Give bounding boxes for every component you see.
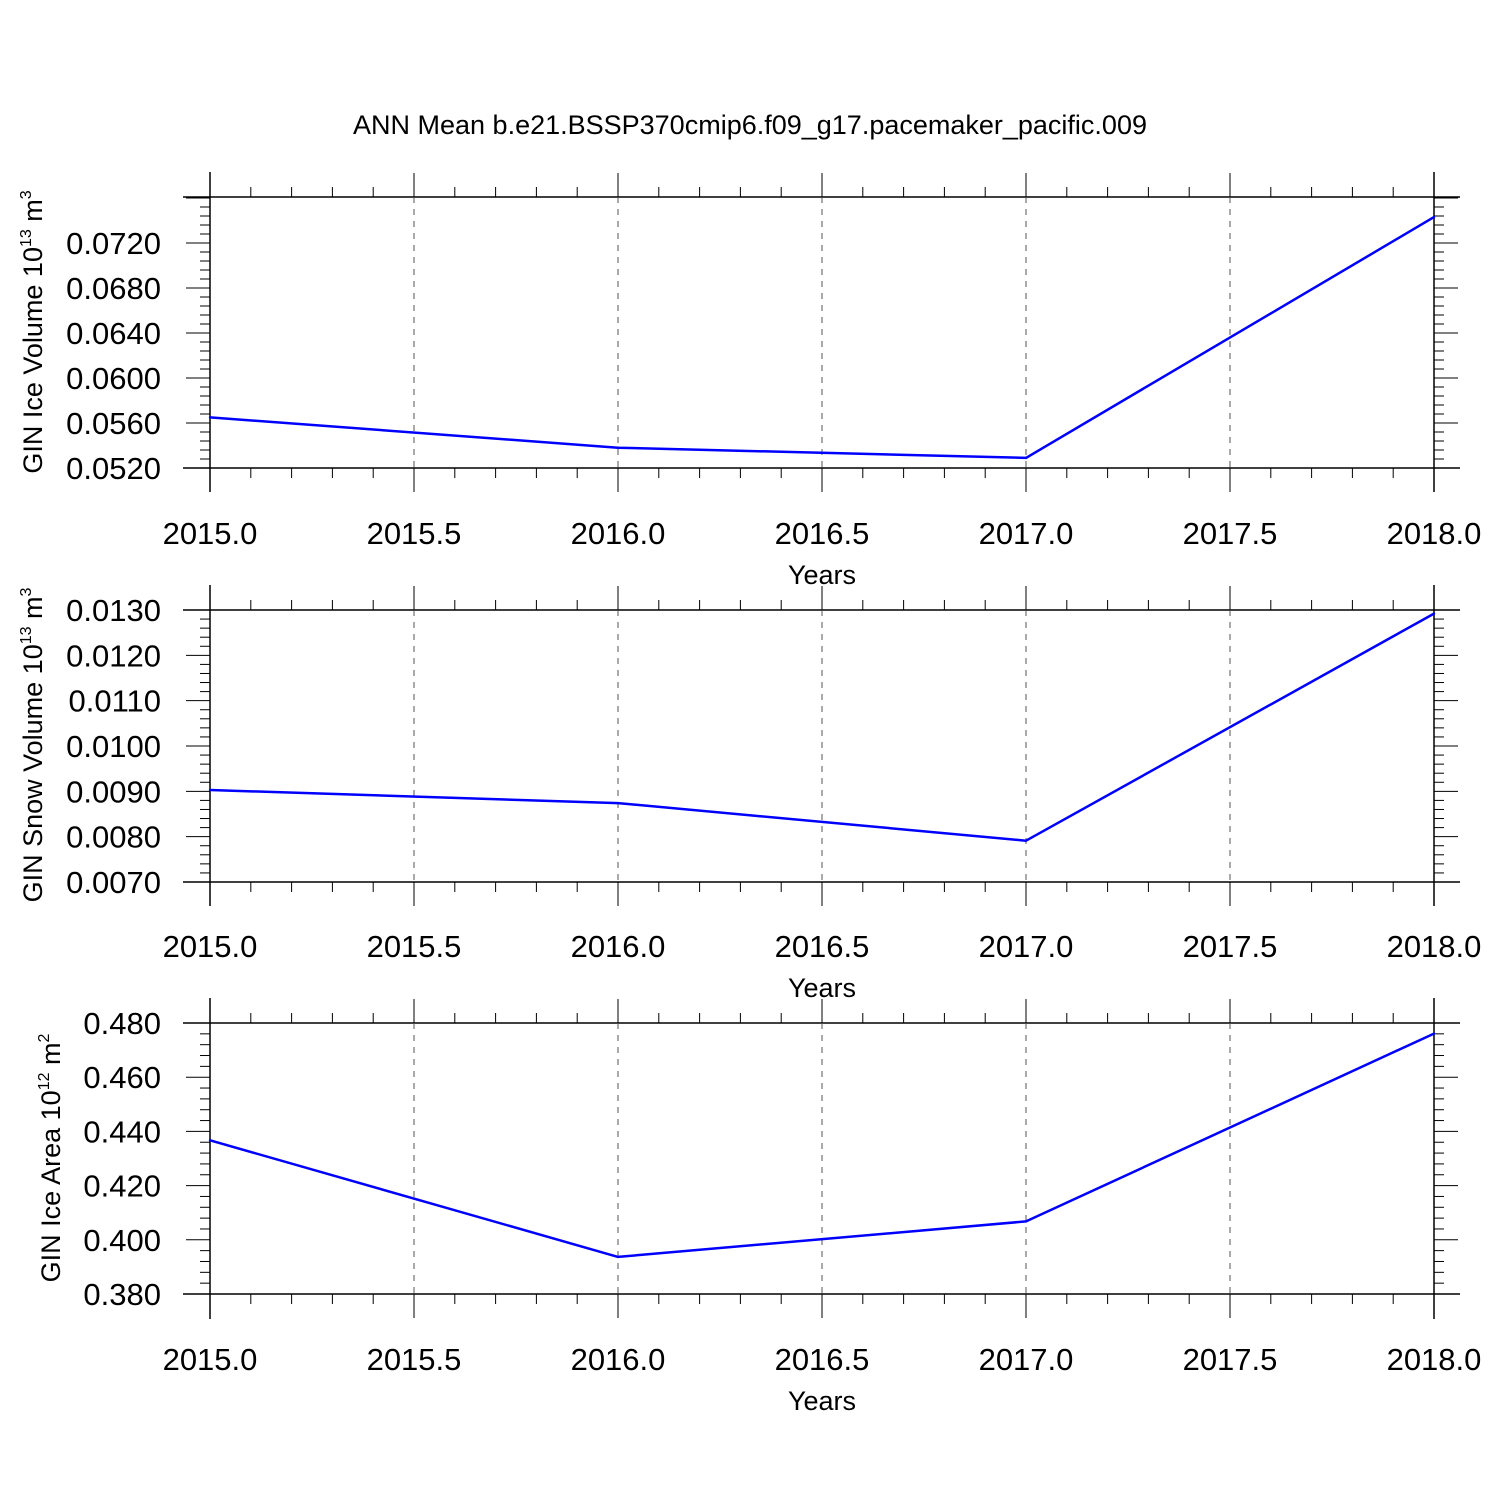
y-axis-title: GIN Snow Volume 1013 m3 [18, 587, 48, 902]
x-tick-label: 2016.0 [571, 929, 666, 964]
x-tick-label: 2017.5 [1183, 1342, 1278, 1377]
data-point [1432, 1032, 1436, 1035]
y-tick-label: 0.0640 [66, 316, 161, 351]
series-line [209, 612, 1435, 842]
x-tick-label: 2016.5 [775, 1342, 870, 1377]
y-tick-label: 0.420 [83, 1169, 161, 1204]
data-point [1024, 456, 1028, 460]
data-point [616, 446, 620, 449]
y-tick-label: 0.0110 [68, 684, 161, 719]
data-point [616, 1255, 620, 1259]
data-point [208, 416, 212, 419]
data-point [1432, 612, 1436, 615]
data-point [1024, 1220, 1028, 1223]
y-tick-label: 0.0100 [66, 729, 161, 764]
x-tick-label: 2017.5 [1183, 516, 1278, 551]
y-tick-label: 0.440 [83, 1114, 161, 1149]
x-tick-label: 2016.5 [775, 516, 870, 551]
series-line [209, 216, 1435, 460]
y-tick-label: 0.380 [83, 1277, 161, 1312]
series-line [209, 1032, 1435, 1259]
x-tick-label: 2015.5 [367, 516, 462, 551]
data-point [1432, 215, 1436, 219]
x-tick-label: 2017.0 [979, 516, 1074, 551]
x-tick-label: 2018.0 [1387, 929, 1482, 964]
x-tick-label: 2016.0 [571, 516, 666, 551]
x-tick-label: 2017.0 [979, 929, 1074, 964]
y-tick-label: 0.480 [83, 1006, 161, 1041]
chart-panel-1: 2015.0 2015.5 2016.0 2016.5 2017.0 2017.5 2018… [18, 172, 1481, 590]
data-point [208, 788, 212, 792]
x-axis-title: Years [788, 560, 856, 590]
x-tick-label: 2017.0 [979, 1342, 1074, 1377]
y-tick-label: 0.460 [83, 1060, 161, 1095]
y-tick-label: 0.400 [83, 1223, 161, 1258]
x-tick-label: 2016.5 [775, 929, 870, 964]
data-point [1024, 839, 1028, 842]
y-tick-label: 0.0720 [66, 226, 161, 261]
x-tick-label: 2015.0 [163, 1342, 258, 1377]
x-tick-label: 2017.5 [1183, 929, 1278, 964]
y-tick-label: 0.0680 [66, 271, 161, 306]
x-tick-label: 2018.0 [1387, 516, 1482, 551]
y-tick-label: 0.0070 [66, 865, 161, 900]
data-point [616, 801, 620, 805]
y-tick-label: 0.0560 [66, 406, 161, 441]
x-tick-label: 2015.5 [367, 929, 462, 964]
x-tick-label: 2015.0 [163, 929, 258, 964]
chart-panel-2: 2015.0 2015.5 2016.0 2016.5 2017.0 2017.5 2018… [18, 585, 1481, 1003]
y-axis-title: GIN Ice Volume 1013 m3 [18, 190, 48, 473]
y-tick-label: 0.0600 [66, 361, 161, 396]
x-tick-label: 2015.5 [367, 1342, 462, 1377]
figure-title: ANN Mean b.e21.BSSP370cmip6.f09_g17.pace… [353, 110, 1147, 140]
x-axis-title: Years [788, 1386, 856, 1416]
y-tick-label: 0.0090 [66, 774, 161, 809]
x-tick-label: 2018.0 [1387, 1342, 1482, 1377]
x-axis-title: Years [788, 973, 856, 1003]
y-tick-label: 0.0520 [66, 451, 161, 486]
y-tick-label: 0.0080 [66, 820, 161, 855]
y-tick-label: 0.0120 [66, 638, 161, 673]
x-tick-label: 2016.0 [571, 1342, 666, 1377]
y-tick-label: 0.0130 [66, 593, 161, 628]
x-tick-label: 2015.0 [163, 516, 258, 551]
y-axis-title: GIN Ice Area 1012 m2 [36, 1034, 66, 1283]
chart-panels: 2015.0 2015.5 2016.0 2016.5 2017.0 2017.5 2018… [18, 172, 1481, 1416]
chart-panel-3: 2015.0 2015.5 2016.0 2016.5 2017.0 2017.5 2018… [36, 998, 1481, 1416]
data-point [208, 1139, 212, 1142]
